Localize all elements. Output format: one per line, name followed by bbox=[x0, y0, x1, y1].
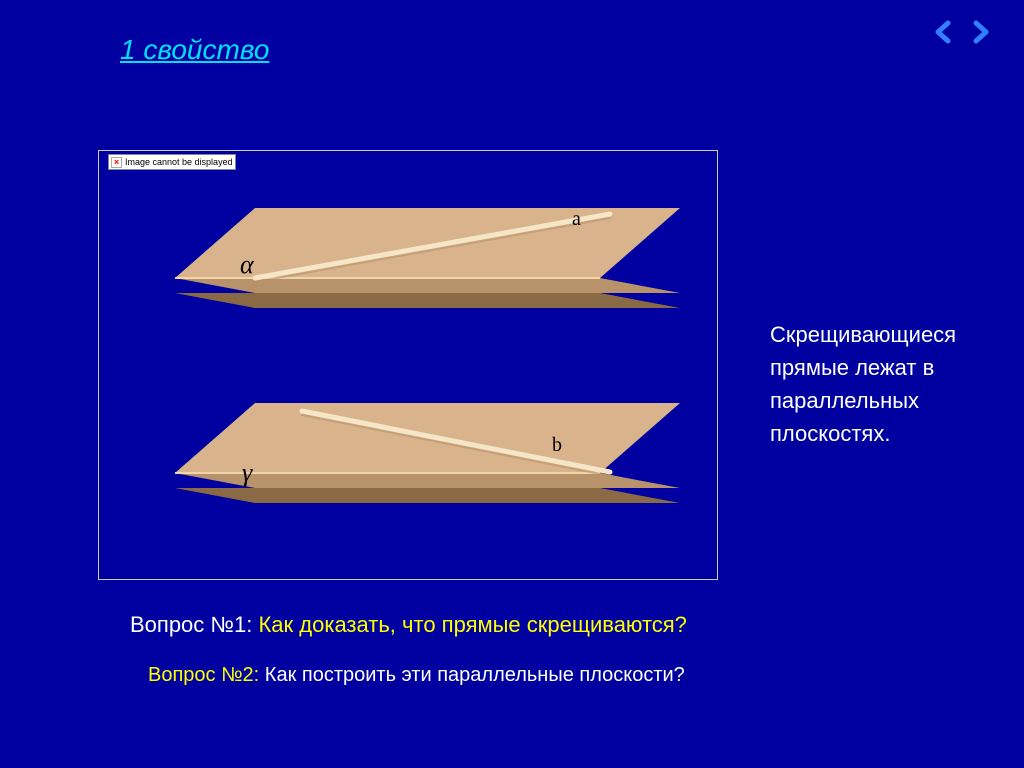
gamma-label: γ bbox=[242, 458, 252, 488]
question1-label: Вопрос №1: bbox=[130, 612, 258, 637]
b-label: b bbox=[552, 434, 562, 457]
question2-label: Вопрос №2: bbox=[148, 664, 265, 686]
question-1: Вопрос №1: Как доказать, что прямые скре… bbox=[130, 612, 687, 638]
question1-text: Как доказать, что прямые скрещиваются? bbox=[258, 612, 686, 637]
question2-text: Как построить эти параллельные плоскости… bbox=[265, 664, 685, 686]
x-icon: × bbox=[111, 157, 122, 168]
question-2: Вопрос №2: Как построить эти параллельны… bbox=[148, 664, 685, 687]
next-arrow[interactable] bbox=[966, 18, 994, 46]
broken-img-text: Image cannot be displayed bbox=[125, 157, 233, 167]
prev-arrow[interactable] bbox=[930, 18, 958, 46]
geometry-diagram bbox=[120, 178, 740, 578]
nav-arrows bbox=[930, 18, 994, 46]
broken-image-icon: × Image cannot be displayed bbox=[108, 154, 236, 170]
side-text: Скрещивающиеся прямые лежат в параллельн… bbox=[770, 318, 1000, 450]
alpha-label: α bbox=[240, 250, 254, 280]
a-label: a bbox=[572, 208, 581, 231]
title-text: 1 свойство bbox=[120, 34, 269, 65]
slide-title: 1 свойство bbox=[120, 34, 269, 66]
